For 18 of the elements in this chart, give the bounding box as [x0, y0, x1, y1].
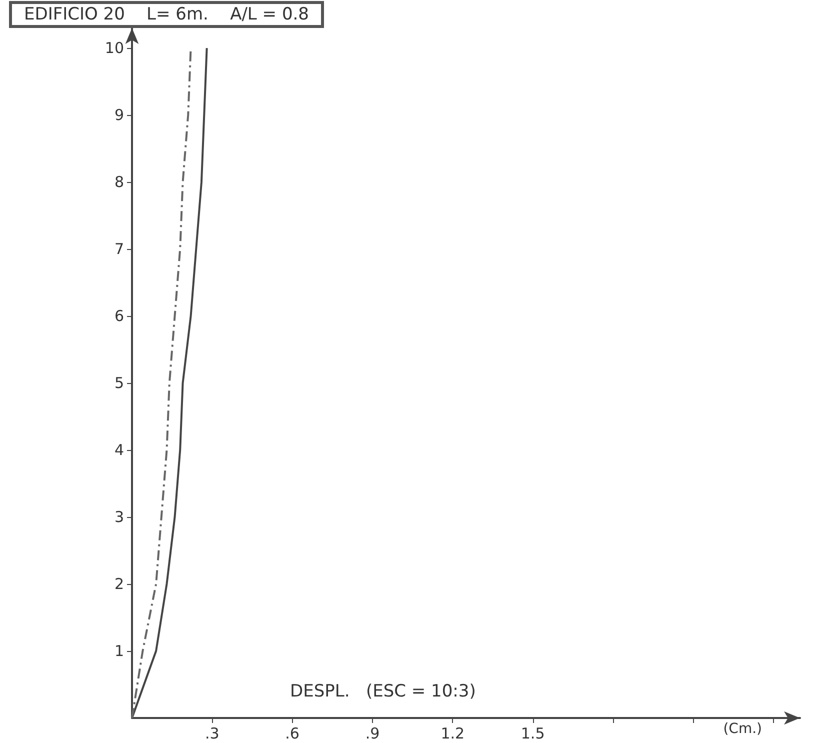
x-axis-title: DESPL. (ESC = 10:3) [290, 682, 476, 702]
y-tick-label: 1 [114, 642, 124, 660]
x-tick-label: .3 [205, 724, 220, 742]
x-tick-label: .6 [285, 724, 300, 742]
y-tick-label: 7 [114, 240, 124, 258]
chart-title: EDIFICIO 20 L= 6m. A/L = 0.8 [24, 4, 309, 24]
y-tick-label: 3 [114, 508, 124, 526]
text: (Cm.) [723, 721, 762, 737]
y-tick-label: 6 [114, 307, 124, 326]
x-tick-label: 1.2 [440, 724, 465, 742]
y-tick-label: 2 [114, 575, 124, 594]
y-tick-label: 4 [114, 441, 124, 460]
x-tick-label: .9 [365, 724, 380, 742]
y-tick-label: 10 [104, 39, 124, 58]
y-tick-label: 8 [114, 173, 124, 192]
y-tick-label: 9 [114, 106, 124, 124]
x-tick-label: 1.5 [520, 724, 545, 742]
y-tick-label: 5 [114, 374, 124, 392]
